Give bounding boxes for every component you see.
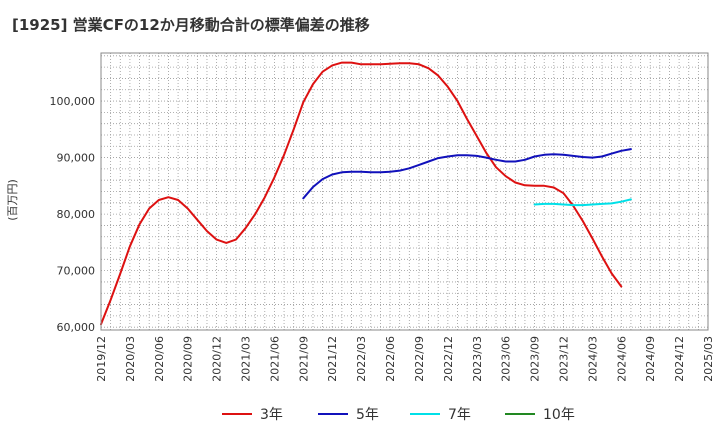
x-tick-label: 2024/12 bbox=[673, 336, 686, 382]
x-tick-label: 2020/12 bbox=[211, 336, 224, 382]
y-tick-label: 80,000 bbox=[57, 208, 96, 221]
x-tick-label: 2022/09 bbox=[413, 336, 426, 382]
x-tick-label: 2024/09 bbox=[644, 336, 657, 382]
y-tick-label: 90,000 bbox=[57, 152, 96, 165]
x-tick-label: 2025/03 bbox=[702, 336, 715, 382]
legend: 3年 5年 7年 10年 bbox=[222, 407, 575, 423]
y-tick-label: 60,000 bbox=[57, 321, 96, 334]
x-tick-label: 2020/09 bbox=[182, 336, 195, 382]
legend-label-1: 3年 bbox=[260, 407, 283, 423]
x-tick-label: 2022/12 bbox=[442, 336, 455, 382]
series-lines bbox=[100, 61, 632, 326]
x-tick-label: 2020/06 bbox=[153, 336, 166, 382]
legend-label-4: 10年 bbox=[543, 407, 575, 423]
x-tick-label: 2023/09 bbox=[529, 336, 542, 382]
grid-lines bbox=[101, 53, 708, 330]
series-line-1 bbox=[100, 61, 623, 326]
plot-border bbox=[100, 52, 709, 331]
x-tick-label: 2021/03 bbox=[240, 336, 253, 382]
x-tick-label: 2024/06 bbox=[615, 336, 628, 382]
x-tick-label: 2019/12 bbox=[95, 336, 108, 382]
x-tick-label: 2021/09 bbox=[297, 336, 310, 382]
y-tick-label: 70,000 bbox=[57, 265, 96, 278]
x-tick-label: 2022/06 bbox=[384, 336, 397, 382]
x-tick-label: 2022/03 bbox=[355, 336, 368, 382]
x-tick-label: 2024/03 bbox=[586, 336, 599, 382]
x-tick-label: 2023/03 bbox=[471, 336, 484, 382]
x-tick-label: 2023/12 bbox=[557, 336, 570, 382]
x-tick-label: 2021/06 bbox=[268, 336, 281, 382]
x-axis: 2019/12 2020/03 2020/06 2020/09 2020/12 2021/… bbox=[95, 336, 715, 382]
chart-title: [1925] 営業CFの12か月移動合計の標準偏差の推移 bbox=[12, 16, 370, 34]
x-tick-label: 2020/03 bbox=[124, 336, 137, 382]
series-line-3 bbox=[533, 198, 632, 207]
y-axis: 60,000 70,000 80,000 90,000 100,000 bbox=[50, 95, 96, 334]
x-tick-label: 2021/12 bbox=[326, 336, 339, 382]
y-axis-label: (百万円) bbox=[6, 179, 19, 221]
legend-label-3: 7年 bbox=[448, 407, 471, 423]
y-tick-label: 100,000 bbox=[50, 95, 96, 108]
x-tick-label: 2023/06 bbox=[500, 336, 513, 382]
series-line-2 bbox=[302, 148, 632, 200]
legend-label-2: 5年 bbox=[356, 407, 379, 423]
